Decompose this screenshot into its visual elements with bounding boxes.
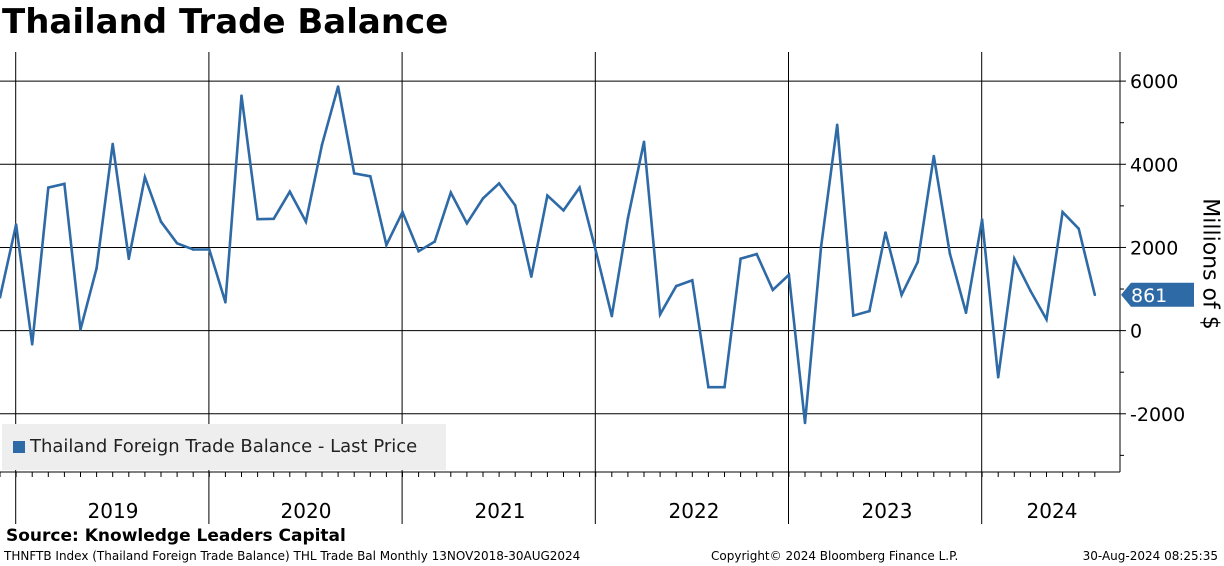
data-point — [0, 296, 2, 299]
data-point — [79, 328, 82, 331]
y-tick-label: 6000 — [1130, 71, 1178, 93]
footer-index-info: THNFTB Index (Thailand Foreign Trade Bal… — [4, 549, 581, 563]
data-point — [835, 123, 839, 127]
source-note: Source: Knowledge Leaders Capital — [6, 526, 346, 546]
data-point — [288, 190, 292, 193]
y-tick-label: 0 — [1130, 321, 1142, 343]
data-point — [1045, 318, 1048, 321]
y-axis-label: Millions of $ — [1197, 198, 1223, 330]
data-point — [1077, 227, 1080, 230]
data-point — [578, 186, 581, 189]
data-point — [658, 313, 662, 316]
data-point — [224, 301, 227, 304]
data-point — [304, 220, 308, 223]
data-point — [417, 249, 420, 253]
x-tick-label: 2023 — [862, 499, 913, 523]
data-point — [47, 186, 50, 189]
data-point — [1093, 293, 1097, 297]
last-value-box — [1121, 282, 1194, 307]
data-point — [14, 223, 18, 226]
data-point — [819, 245, 823, 248]
x-tick-label: 2020 — [281, 499, 332, 523]
data-point — [803, 421, 807, 425]
data-point — [336, 85, 340, 88]
legend-label: Thailand Foreign Trade Balance - Last Pr… — [30, 436, 418, 457]
data-point — [465, 222, 469, 225]
data-point — [900, 293, 903, 297]
data-point — [433, 240, 437, 243]
data-point — [964, 311, 968, 315]
x-tick-label: 2022 — [669, 499, 720, 523]
x-tick-label: 2019 — [88, 499, 139, 523]
data-point — [256, 217, 259, 221]
footer-timestamp: 30-Aug-2024 08:25:35 — [1082, 549, 1218, 563]
y-tick-label: 2000 — [1130, 237, 1178, 259]
footer-copyright: Copyright© 2024 Bloomberg Finance L.P. — [711, 549, 959, 563]
grid-lines — [0, 52, 1120, 524]
data-point — [932, 154, 936, 158]
data-point — [95, 266, 98, 270]
data-point — [1029, 289, 1032, 293]
data-point — [369, 175, 372, 178]
data-point — [868, 309, 871, 313]
chart-title: Thailand Trade Balance — [2, 2, 449, 42]
data-series — [0, 85, 1097, 425]
y-tick-label: -2000 — [1130, 404, 1185, 426]
data-point — [723, 385, 726, 389]
data-point — [240, 94, 243, 97]
data-point — [159, 220, 163, 223]
last-value-label: 861 — [1131, 285, 1167, 307]
data-point — [852, 314, 855, 317]
data-point — [401, 210, 404, 214]
data-point — [594, 249, 597, 252]
data-point — [610, 314, 614, 318]
y-tick-label: 4000 — [1130, 154, 1178, 176]
data-point — [787, 273, 791, 277]
data-point — [948, 252, 952, 255]
data-point — [127, 257, 131, 261]
data-point — [755, 252, 758, 256]
data-point — [191, 248, 195, 251]
data-point — [996, 375, 1000, 379]
data-point — [143, 175, 147, 179]
data-point — [385, 243, 388, 247]
data-point — [707, 385, 710, 389]
data-point — [626, 217, 630, 220]
data-point — [208, 248, 211, 251]
data-point — [771, 288, 775, 292]
last-value-tag: 861 — [1121, 282, 1194, 307]
data-point — [272, 217, 276, 221]
data-point — [63, 182, 66, 186]
data-point — [30, 343, 34, 346]
data-point — [674, 284, 678, 288]
data-point — [562, 209, 565, 212]
data-point — [513, 204, 517, 207]
data-point — [497, 182, 501, 185]
data-point — [481, 197, 485, 200]
legend-swatch — [13, 441, 25, 453]
y-axis: 2019 2020 2021 2022 2023 2024 6000 4000 2000 0 -20… — [0, 52, 1185, 523]
data-point — [739, 257, 742, 261]
data-point — [111, 142, 114, 146]
data-point — [320, 143, 324, 146]
data-point — [884, 231, 887, 234]
legend: Thailand Foreign Trade Balance - Last Pr… — [2, 424, 446, 470]
data-point — [530, 275, 533, 278]
series-line — [0, 86, 1097, 424]
data-point — [1013, 257, 1016, 261]
data-point — [352, 172, 356, 175]
data-point — [449, 191, 453, 194]
data-point — [175, 242, 179, 245]
data-point — [916, 260, 919, 264]
x-tick-label: 2021 — [475, 499, 526, 523]
data-point — [642, 140, 646, 144]
data-point — [691, 279, 694, 282]
data-point — [980, 218, 984, 221]
x-tick-label: 2024 — [1027, 499, 1078, 523]
data-point — [1061, 210, 1064, 214]
data-point — [546, 194, 549, 197]
